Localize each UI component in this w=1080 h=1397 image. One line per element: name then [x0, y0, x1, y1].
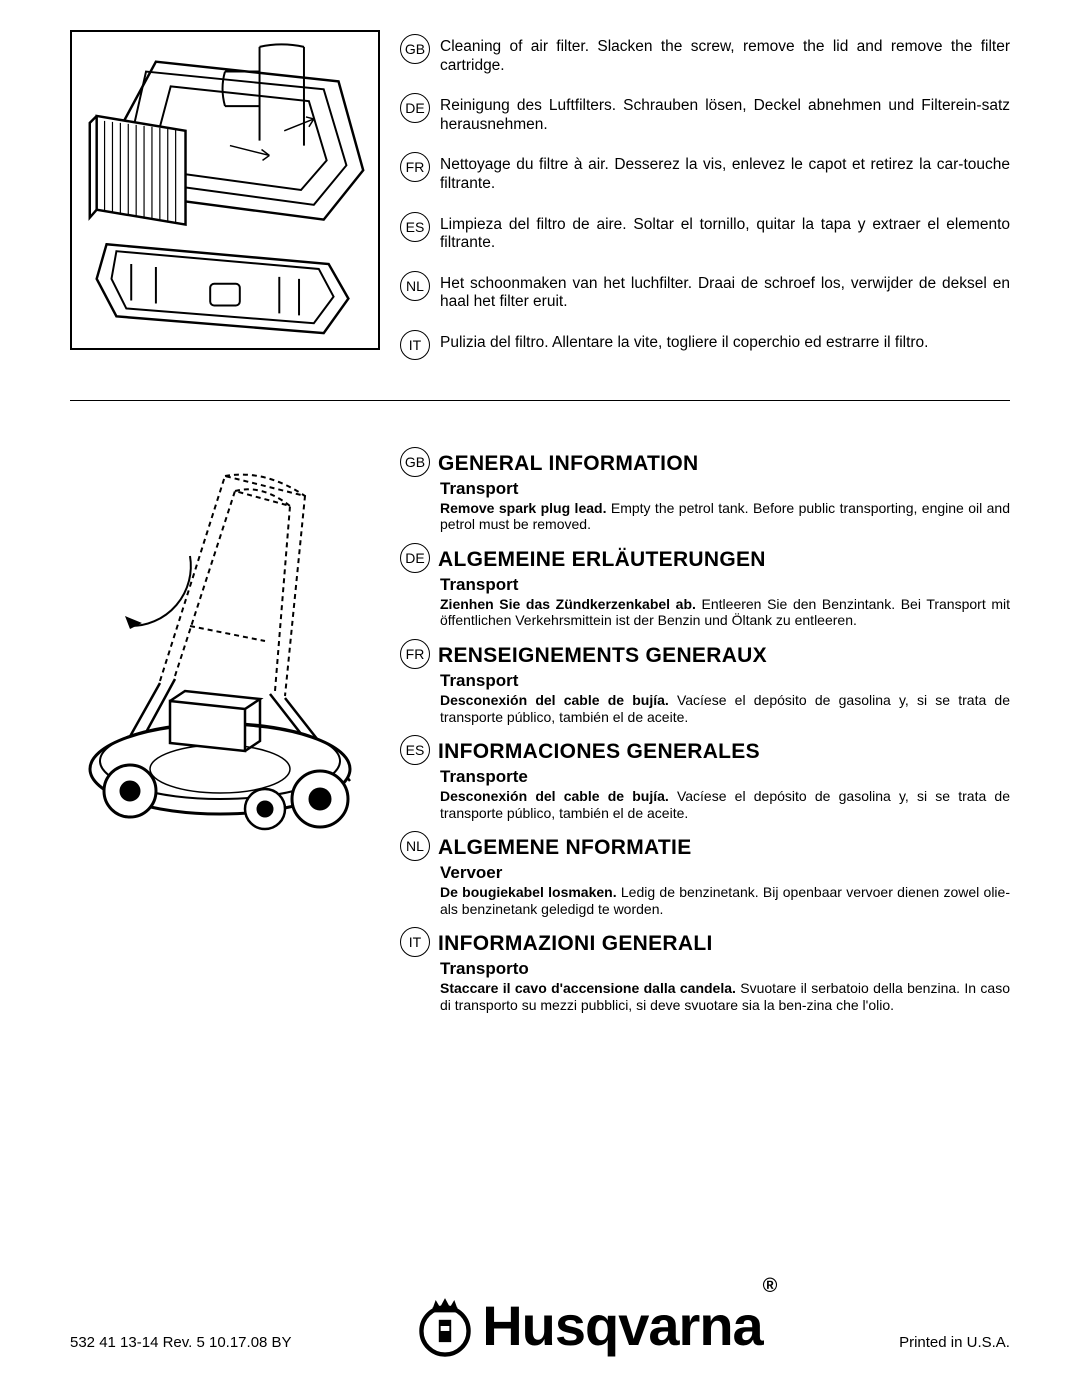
info-body: Desconexión del cable de bujía. Vacíese … [440, 788, 1010, 821]
lang-row: GB Cleaning of air filter. Slacken the s… [400, 38, 1010, 75]
filter-instructions-list: GB Cleaning of air filter. Slacken the s… [400, 30, 1010, 360]
filter-text: Het schoonmaken van het luchfilter. Draa… [440, 275, 1010, 312]
filter-text: Reinigung des Luftfilters. Schrauben lös… [440, 97, 1010, 134]
info-body: Remove spark plug lead. Empty the petrol… [440, 500, 1010, 533]
brand-name: Husqvarna® [482, 1298, 776, 1354]
lang-badge-gb: GB [400, 34, 430, 64]
mower-figure [70, 451, 380, 851]
lang-row: ES Limpieza del filtro de aire. Soltar e… [400, 216, 1010, 253]
info-subtitle: Transport [440, 479, 1010, 499]
air-filter-section: GB Cleaning of air filter. Slacken the s… [70, 30, 1010, 360]
mower-illustration [70, 451, 380, 851]
info-block: DE ALGEMEINE ERLÄUTERUNGEN Transport Zie… [400, 547, 1010, 629]
info-title: ALGEMENE NFORMATIE [438, 836, 692, 860]
lang-badge-es: ES [400, 212, 430, 242]
lang-badge-de: DE [400, 543, 430, 573]
lang-badge-es: ES [400, 735, 430, 765]
filter-text: Pulizia del filtro. Allentare la vite, t… [440, 334, 928, 353]
info-subtitle: Vervoer [440, 863, 1010, 883]
lang-row: FR Nettoyage du filtre à air. Desserez l… [400, 156, 1010, 193]
info-title: GENERAL INFORMATION [438, 452, 698, 476]
info-block: IT INFORMAZIONI GENERALI Transporto Stac… [400, 931, 1010, 1013]
husqvarna-crown-icon [414, 1295, 476, 1357]
info-block: ES INFORMACIONES GENERALES Transporte De… [400, 739, 1010, 821]
lang-badge-fr: FR [400, 639, 430, 669]
lang-row: DE Reinigung des Luftfilters. Schrauben … [400, 97, 1010, 134]
lang-row: IT Pulizia del filtro. Allentare la vite… [400, 334, 1010, 360]
info-title: INFORMACIONES GENERALES [438, 740, 760, 764]
page-footer: 532 41 13-14 Rev. 5 10.17.08 BY Husqvarn… [70, 1295, 1010, 1357]
info-body: Desconexión del cable de bujía. Vacíese … [440, 692, 1010, 725]
footer-printed: Printed in U.S.A. [899, 1334, 1010, 1357]
lang-badge-it: IT [400, 330, 430, 360]
info-subtitle: Transport [440, 671, 1010, 691]
info-block: GB GENERAL INFORMATION Transport Remove … [400, 451, 1010, 533]
filter-text: Cleaning of air filter. Slacken the scre… [440, 38, 1010, 75]
info-body: Staccare il cavo d'accensione dalla cand… [440, 980, 1010, 1013]
info-body: Zienhen Sie das Zündkerzenkabel ab. Entl… [440, 596, 1010, 629]
filter-text: Limpieza del filtro de aire. Soltar el t… [440, 216, 1010, 253]
info-subtitle: Transport [440, 575, 1010, 595]
lang-row: NL Het schoonmaken van het luchfilter. D… [400, 275, 1010, 312]
lang-badge-fr: FR [400, 152, 430, 182]
footer-revision: 532 41 13-14 Rev. 5 10.17.08 BY [70, 1334, 292, 1357]
air-filter-illustration [72, 32, 378, 348]
info-title: RENSEIGNEMENTS GENERAUX [438, 644, 767, 668]
lang-badge-gb: GB [400, 447, 430, 477]
transport-section: GB GENERAL INFORMATION Transport Remove … [70, 451, 1010, 1013]
info-block: FR RENSEIGNEMENTS GENERAUX Transport Des… [400, 643, 1010, 725]
lang-badge-nl: NL [400, 831, 430, 861]
info-subtitle: Transporte [440, 767, 1010, 787]
registered-icon: ® [763, 1275, 777, 1297]
section-divider [70, 400, 1010, 401]
info-subtitle: Transporto [440, 959, 1010, 979]
transport-info-list: GB GENERAL INFORMATION Transport Remove … [400, 451, 1010, 1013]
filter-text: Nettoyage du filtre à air. Desserez la v… [440, 156, 1010, 193]
info-body: De bougiekabel losmaken. Ledig de benzin… [440, 884, 1010, 917]
lang-badge-it: IT [400, 927, 430, 957]
lang-badge-de: DE [400, 93, 430, 123]
lang-badge-nl: NL [400, 271, 430, 301]
info-title: INFORMAZIONI GENERALI [438, 932, 713, 956]
info-title: ALGEMEINE ERLÄUTERUNGEN [438, 548, 766, 572]
brand-logo: Husqvarna® [414, 1295, 776, 1357]
air-filter-figure [70, 30, 380, 350]
info-block: NL ALGEMENE NFORMATIE Vervoer De bougiek… [400, 835, 1010, 917]
